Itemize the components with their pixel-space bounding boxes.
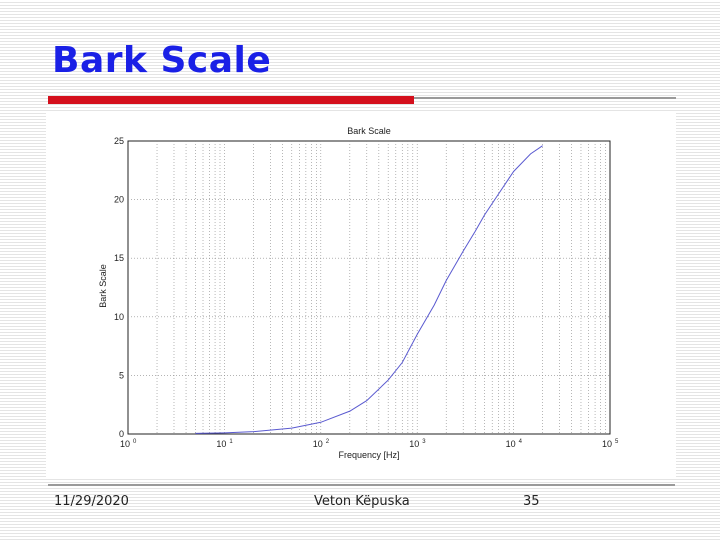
slide-title: Bark Scale bbox=[52, 40, 272, 81]
y-tick-label: 10 bbox=[114, 312, 124, 322]
x-tick-label: 10 2 bbox=[313, 439, 330, 449]
x-tick-exponent: 1 bbox=[229, 439, 233, 445]
chart-title: Bark Scale bbox=[347, 126, 391, 136]
footer-page-number: 35 bbox=[523, 494, 540, 509]
x-tick-exponent: 3 bbox=[422, 439, 426, 445]
x-tick-base: 10 bbox=[602, 439, 612, 449]
y-axis-ticks: 0 5 10 15 20 25 bbox=[114, 136, 124, 439]
x-tick-base: 10 bbox=[313, 439, 323, 449]
y-tick-label: 25 bbox=[114, 136, 124, 146]
footer-date: 11/29/2020 bbox=[54, 494, 129, 509]
footer-author: Veton Këpuska bbox=[314, 494, 410, 509]
x-tick-base: 10 bbox=[506, 439, 516, 449]
x-tick-base: 10 bbox=[409, 439, 419, 449]
x-tick-label: 10 3 bbox=[409, 439, 426, 449]
y-tick-label: 5 bbox=[119, 370, 124, 380]
x-tick-exponent: 2 bbox=[326, 439, 330, 445]
x-tick-exponent: 5 bbox=[615, 439, 619, 445]
x-axis-ticks: 10 0 10 1 10 2 10 3 10 4 10 5 bbox=[120, 439, 619, 449]
y-tick-label: 15 bbox=[114, 253, 124, 263]
bark-curve bbox=[195, 145, 543, 434]
title-accent-bar bbox=[48, 96, 414, 104]
x-tick-label: 10 0 bbox=[120, 439, 137, 449]
x-tick-base: 10 bbox=[120, 439, 130, 449]
x-tick-label: 10 5 bbox=[602, 439, 619, 449]
x-tick-label: 10 4 bbox=[506, 439, 523, 449]
x-axis-label: Frequency [Hz] bbox=[338, 450, 399, 460]
x-tick-base: 10 bbox=[216, 439, 226, 449]
y-tick-label: 20 bbox=[114, 195, 124, 205]
title-divider bbox=[414, 97, 676, 99]
x-tick-label: 10 1 bbox=[216, 439, 233, 449]
y-axis-label: Bark Scale bbox=[98, 264, 108, 308]
footer-divider bbox=[48, 484, 675, 486]
x-tick-exponent: 4 bbox=[519, 439, 523, 445]
x-tick-exponent: 0 bbox=[133, 439, 137, 445]
y-tick-label: 0 bbox=[119, 429, 124, 439]
grid bbox=[128, 141, 610, 434]
plot-area bbox=[127, 140, 611, 435]
